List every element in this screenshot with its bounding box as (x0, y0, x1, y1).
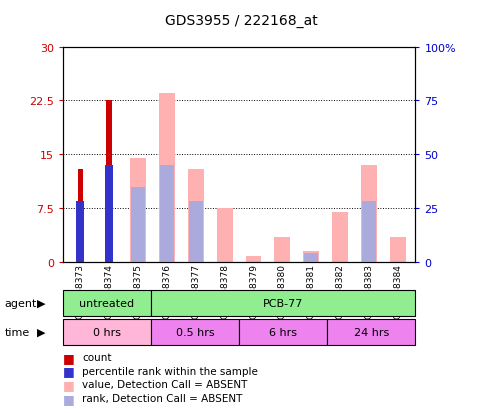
Text: count: count (82, 352, 112, 362)
Bar (151, 290, 415, 316)
Bar (151, 319, 239, 345)
Bar (332, 212, 348, 262)
Text: ■: ■ (63, 378, 74, 391)
Bar (131, 187, 145, 262)
Text: value, Detection Call = ABSENT: value, Detection Call = ABSENT (82, 380, 247, 389)
Bar (63, 290, 151, 316)
Text: 24 hrs: 24 hrs (354, 327, 389, 337)
Text: 0 hrs: 0 hrs (93, 327, 121, 337)
Text: agent: agent (5, 298, 37, 308)
Bar (362, 202, 376, 262)
Text: ■: ■ (63, 392, 74, 405)
Bar (78, 169, 83, 262)
Text: ■: ■ (63, 351, 74, 364)
Bar (361, 166, 377, 262)
Text: ▶: ▶ (37, 298, 45, 308)
Text: 0.5 hrs: 0.5 hrs (176, 327, 214, 337)
Text: ▶: ▶ (37, 327, 45, 337)
Bar (217, 209, 233, 262)
Bar (188, 202, 203, 262)
Bar (304, 254, 318, 262)
Text: untreated: untreated (79, 298, 134, 308)
Bar (76, 202, 85, 262)
Bar (303, 252, 319, 262)
Text: time: time (5, 327, 30, 337)
Bar (160, 166, 174, 262)
Bar (63, 319, 151, 345)
Bar (159, 94, 175, 262)
Text: 6 hrs: 6 hrs (269, 327, 297, 337)
Text: GDS3955 / 222168_at: GDS3955 / 222168_at (165, 14, 318, 28)
Text: percentile rank within the sample: percentile rank within the sample (82, 366, 258, 376)
Text: PCB-77: PCB-77 (263, 298, 303, 308)
Text: rank, Detection Call = ABSENT: rank, Detection Call = ABSENT (82, 393, 242, 403)
Bar (130, 159, 146, 262)
Bar (106, 101, 112, 262)
Bar (105, 166, 113, 262)
Bar (245, 256, 261, 262)
Bar (274, 237, 290, 262)
Bar (390, 237, 406, 262)
Bar (327, 319, 415, 345)
Bar (188, 169, 204, 262)
Text: ■: ■ (63, 364, 74, 377)
Bar (239, 319, 327, 345)
